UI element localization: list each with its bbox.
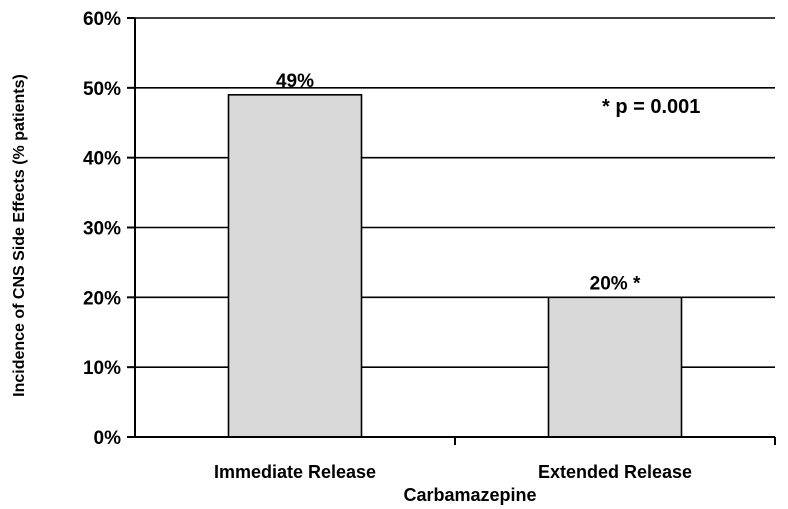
category-label-1: Extended Release [538, 462, 692, 482]
data-label-0: 49% [276, 71, 314, 92]
bar-1 [547, 296, 683, 438]
x-ticks: Immediate Release Extended Release [214, 437, 776, 482]
y-tick-label-2: 20% [83, 288, 121, 309]
y-tick-label-1: 10% [83, 358, 121, 379]
significance-annotation: * p = 0.001 [602, 96, 700, 118]
y-tick-label-0: 0% [94, 428, 122, 449]
y-ticks: 0% 10% 20% 30% 40% 50% 60% [83, 9, 135, 449]
y-tick-label-5: 50% [83, 79, 121, 100]
bars [227, 94, 683, 438]
labels: 49% 20% * [276, 71, 641, 295]
data-label-1: 20% * [590, 273, 641, 294]
y-axis-title: Incidence of CNS Side Effects (% patient… [11, 74, 28, 397]
category-label-0: Immediate Release [214, 462, 376, 482]
y-tick-label-4: 40% [83, 149, 121, 170]
x-axis-title: Carbamazepine [403, 485, 536, 505]
y-tick-label-3: 30% [83, 219, 121, 240]
bar-0 [227, 94, 363, 438]
y-tick-label-6: 60% [83, 9, 121, 30]
